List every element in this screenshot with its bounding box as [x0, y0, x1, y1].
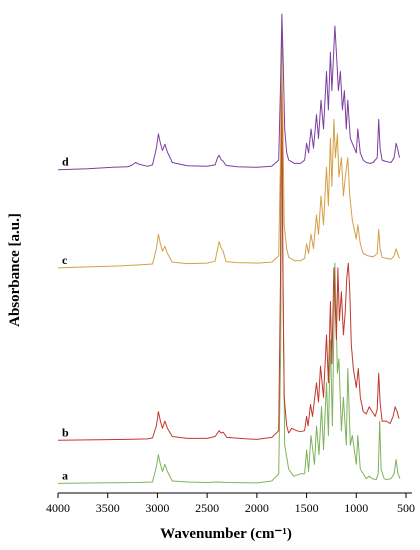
x-tick-label: 1500 [295, 501, 319, 515]
x-tick-label: 2000 [245, 501, 269, 515]
x-tick-label: 500 [397, 501, 415, 515]
trace-label-a: a [62, 468, 68, 482]
trace-labels: a b c d [62, 155, 69, 483]
trace-d [57, 13, 400, 171]
y-axis-title: Absorbance [a.u.] [7, 213, 23, 327]
x-axis-title: Wavenumber (cm⁻¹) [160, 526, 292, 542]
x-tick-label: 3500 [96, 501, 120, 515]
x-tick-label: 3000 [145, 501, 169, 515]
spectra-traces [57, 13, 401, 484]
x-axis-ticks: 4000 3500 3000 2500 2000 1500 1000 500 [46, 493, 415, 515]
trace-c [57, 47, 400, 269]
x-tick-label: 2500 [195, 501, 219, 515]
x-tick-label: 4000 [46, 501, 70, 515]
trace-label-b: b [62, 425, 69, 439]
x-tick-label: 1000 [344, 501, 368, 515]
trace-label-d: d [62, 155, 69, 169]
trace-label-c: c [62, 253, 68, 267]
trace-a [57, 30, 401, 484]
trace-b [57, 37, 400, 441]
